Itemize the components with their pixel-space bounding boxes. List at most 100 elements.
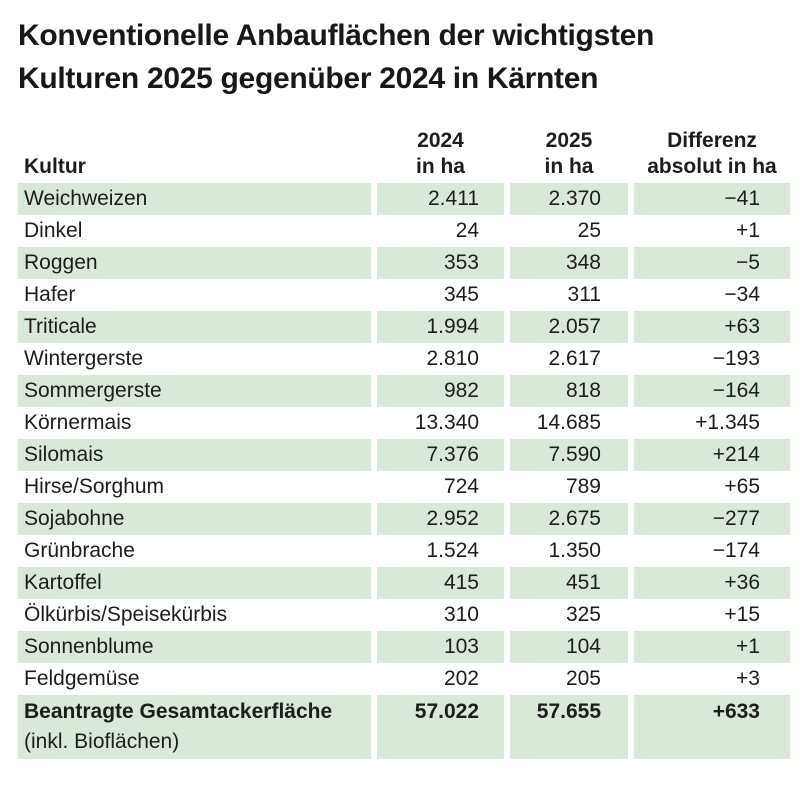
- cell-diff: +65: [724, 475, 760, 498]
- table-header-row: Kultur 2024 in ha 2025 in ha Differenz a…: [18, 126, 790, 183]
- page-title: Konventionelle Anbauflächen der wichtigs…: [18, 14, 791, 100]
- cell-2025: 2.617: [548, 347, 601, 370]
- cell-2025: 7.590: [510, 439, 628, 471]
- cell-2025: 104: [510, 631, 628, 663]
- cell-2024: 415: [377, 567, 504, 599]
- total-cell-diff: +633: [634, 695, 790, 759]
- table-total-row: Beantragte Gesamtackerfläche (inkl. Biof…: [18, 695, 790, 759]
- cell-kultur: Körnermais: [24, 411, 132, 434]
- cell-2025: 325: [565, 603, 601, 626]
- cell-2025: 789: [565, 475, 601, 498]
- column-header-kultur: Kultur: [24, 155, 86, 178]
- crop-area-table: Kultur 2024 in ha 2025 in ha Differenz a…: [18, 126, 790, 759]
- cell-kultur: Hafer: [24, 283, 76, 306]
- table-row: Silomais 7.376 7.590 +214: [18, 439, 790, 471]
- cell-kultur: Sojabohne: [18, 503, 371, 535]
- cell-2025: 2.370: [510, 183, 628, 215]
- cell-2024: 1.994: [377, 311, 504, 343]
- column-header-2024-unit: in ha: [415, 155, 465, 178]
- table-row: Kartoffel 415 451 +36: [18, 567, 790, 599]
- cell-kultur: Sommergerste: [18, 375, 371, 407]
- cell-2024: 982: [377, 375, 504, 407]
- column-header-differenz-unit: absolut in ha: [647, 155, 777, 178]
- column-header-2024-year: 2024: [417, 129, 464, 152]
- cell-2025: 348: [510, 247, 628, 279]
- column-header-2025-unit: in ha: [544, 155, 594, 178]
- cell-2024: 310: [443, 603, 479, 626]
- cell-2025: 451: [510, 567, 628, 599]
- cell-2024: 2.810: [426, 347, 479, 370]
- column-header-differenz-label: Differenz: [667, 129, 757, 152]
- cell-kultur: Triticale: [18, 311, 371, 343]
- infographic-page: Konventionelle Anbauflächen der wichtigs…: [0, 14, 801, 797]
- page-title-line1: Konventionelle Anbauflächen der wichtigs…: [18, 19, 655, 52]
- cell-kultur: Silomais: [18, 439, 371, 471]
- cell-diff: −174: [712, 539, 760, 562]
- cell-2024: 202: [443, 667, 479, 690]
- cell-diff: +214: [634, 439, 790, 471]
- total-cell-2024: 57.022: [377, 695, 504, 759]
- table-row: Hirse/Sorghum 724 789 +65: [18, 471, 790, 503]
- table-row: Körnermais 13.340 14.685 +1.345: [18, 407, 790, 439]
- cell-2024: 353: [377, 247, 504, 279]
- table-row: Grünbrache 1.524 1.350 −174: [18, 535, 790, 567]
- cell-2024: 1.524: [426, 539, 479, 562]
- table-row: Triticale 1.994 2.057 +63: [18, 311, 790, 343]
- cell-2025: 25: [577, 219, 601, 242]
- table-row: Wintergerste 2.810 2.617 −193: [18, 343, 790, 375]
- cell-kultur: Hirse/Sorghum: [24, 475, 165, 498]
- total-cell-label: Beantragte Gesamtackerfläche (inkl. Biof…: [18, 695, 371, 759]
- cell-2025: 818: [510, 375, 628, 407]
- cell-2024: 24: [455, 219, 479, 242]
- cell-2025: 14.685: [536, 411, 601, 434]
- cell-kultur: Sonnenblume: [18, 631, 371, 663]
- table-row: Weichweizen 2.411 2.370 −41: [18, 183, 790, 215]
- total-cell-2025: 57.655: [510, 695, 628, 759]
- table-row: Ölkürbis/Speisekürbis 310 325 +15: [18, 599, 790, 631]
- cell-2024: 2.411: [377, 183, 504, 215]
- cell-diff: +1: [634, 631, 790, 663]
- cell-diff: −5: [634, 247, 790, 279]
- column-header-2025-year: 2025: [545, 129, 593, 152]
- cell-kultur: Weichweizen: [18, 183, 371, 215]
- page-title-line2: Kulturen 2025 gegenüber 2024 in Kärnten: [18, 62, 599, 95]
- total-label: Beantragte Gesamtackerfläche: [24, 700, 333, 723]
- total-label-note: (inkl. Bioflächen): [24, 730, 180, 753]
- cell-2024: 2.952: [377, 503, 504, 535]
- table-row: Sojabohne 2.952 2.675 −277: [18, 503, 790, 535]
- cell-diff: +63: [634, 311, 790, 343]
- table-row: Roggen 353 348 −5: [18, 247, 790, 279]
- cell-kultur: Roggen: [18, 247, 371, 279]
- cell-2025: 2.675: [510, 503, 628, 535]
- cell-2025: 1.350: [548, 539, 601, 562]
- column-header-2024: 2024 in ha: [377, 128, 504, 180]
- cell-2024: 13.340: [414, 411, 479, 434]
- cell-kultur: Grünbrache: [24, 539, 135, 562]
- table-row: Dinkel 24 25 +1: [18, 215, 790, 247]
- cell-kultur: Ölkürbis/Speisekürbis: [24, 603, 228, 626]
- cell-diff: +1: [736, 219, 760, 242]
- cell-2024: 345: [443, 283, 479, 306]
- table-row: Sonnenblume 103 104 +1: [18, 631, 790, 663]
- cell-2024: 7.376: [377, 439, 504, 471]
- cell-diff: +15: [724, 603, 760, 626]
- cell-2025: 2.057: [510, 311, 628, 343]
- cell-kultur: Feldgemüse: [24, 667, 140, 690]
- column-header-2025: 2025 in ha: [510, 128, 628, 180]
- cell-diff: +1.345: [695, 411, 760, 434]
- cell-2024: 724: [443, 475, 479, 498]
- cell-diff: −41: [634, 183, 790, 215]
- cell-kultur: Kartoffel: [18, 567, 371, 599]
- cell-2024: 103: [377, 631, 504, 663]
- cell-2025: 311: [567, 283, 601, 306]
- cell-diff: +3: [736, 667, 760, 690]
- cell-diff: −164: [634, 375, 790, 407]
- cell-2025: 205: [565, 667, 601, 690]
- cell-diff: +36: [634, 567, 790, 599]
- table-row: Sommergerste 982 818 −164: [18, 375, 790, 407]
- cell-diff: −34: [724, 283, 760, 306]
- cell-diff: −193: [712, 347, 760, 370]
- cell-kultur: Wintergerste: [24, 347, 144, 370]
- table-row: Feldgemüse 202 205 +3: [18, 663, 790, 695]
- table-row: Hafer 345 311 −34: [18, 279, 790, 311]
